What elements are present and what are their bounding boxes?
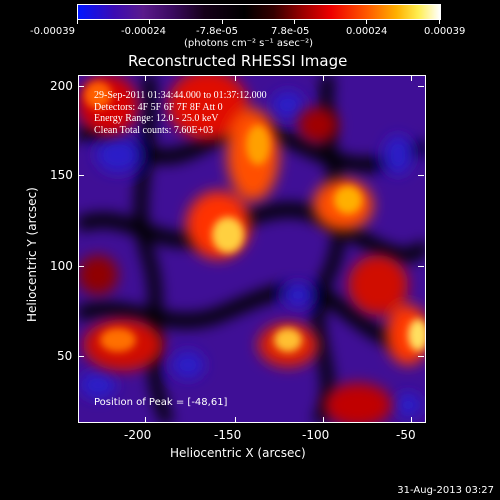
x-tick <box>145 417 146 423</box>
x-tick-label: -150 <box>214 428 242 442</box>
x-axis-title: Heliocentric X (arcsec) <box>170 446 306 460</box>
colorbar-tick <box>439 20 440 24</box>
y-tick <box>418 356 424 357</box>
colorbar-label: -0.00039 <box>30 26 75 37</box>
colorbar <box>77 4 441 20</box>
colorbar-label: -7.8e-05 <box>196 26 238 37</box>
info-block: 29-Sep-2011 01:34:44.000 to 01:37:12.000… <box>94 90 267 136</box>
colorbar-tick <box>149 20 150 24</box>
dark-lanes <box>78 75 426 423</box>
colorbar-label: -0.00024 <box>121 26 166 37</box>
rhessi-heatmap <box>78 75 426 423</box>
y-tick <box>78 266 84 267</box>
y-tick-label: 100 <box>50 259 73 273</box>
timestamp: 31-Aug-2013 03:27 <box>397 485 494 496</box>
y-tick <box>78 356 84 357</box>
image-title: Reconstructed RHESSI Image <box>128 52 348 70</box>
y-tick <box>418 175 424 176</box>
colorbar-label: 0.00024 <box>346 26 388 37</box>
peak-position: Position of Peak = [-48,61] <box>94 397 228 408</box>
x-tick <box>235 417 236 423</box>
y-tick-label: 200 <box>50 79 73 93</box>
x-tick-label: -100 <box>302 428 330 442</box>
y-tick <box>418 86 424 87</box>
rhessi-image <box>78 75 426 423</box>
clean-counts: Clean Total counts: 7.60E+03 <box>94 124 214 136</box>
colorbar-tick <box>294 20 295 24</box>
x-tick <box>235 75 236 81</box>
x-tick <box>411 75 412 81</box>
y-tick-label: 150 <box>50 168 73 182</box>
x-tick <box>323 75 324 81</box>
colorbar-units: (photons cm⁻² s⁻¹ asec⁻²) <box>184 38 314 49</box>
y-axis-title: Heliocentric Y (arcsec) <box>25 187 39 322</box>
colorbar-tick <box>77 20 78 24</box>
x-tick <box>411 417 412 423</box>
x-tick-label: -200 <box>124 428 152 442</box>
bright-cores <box>84 81 426 352</box>
energy-range: Energy Range: 12.0 - 25.0 keV <box>94 113 219 124</box>
x-tick <box>323 417 324 423</box>
time-range: 29-Sep-2011 01:34:44.000 to 01:37:12.000 <box>94 90 267 101</box>
colorbar-label: 7.8e-05 <box>271 26 310 37</box>
y-tick <box>78 175 84 176</box>
x-tick <box>145 75 146 81</box>
colorbar-tick <box>222 20 223 24</box>
x-tick-label: -50 <box>396 428 416 442</box>
y-tick <box>418 266 424 267</box>
detectors: Detectors: 4F 5F 6F 7F 8F Att 0 <box>94 101 223 113</box>
colorbar-tick <box>366 20 367 24</box>
y-tick <box>78 86 84 87</box>
y-tick-label: 50 <box>57 349 73 363</box>
colorbar-label: 0.00039 <box>424 26 466 37</box>
